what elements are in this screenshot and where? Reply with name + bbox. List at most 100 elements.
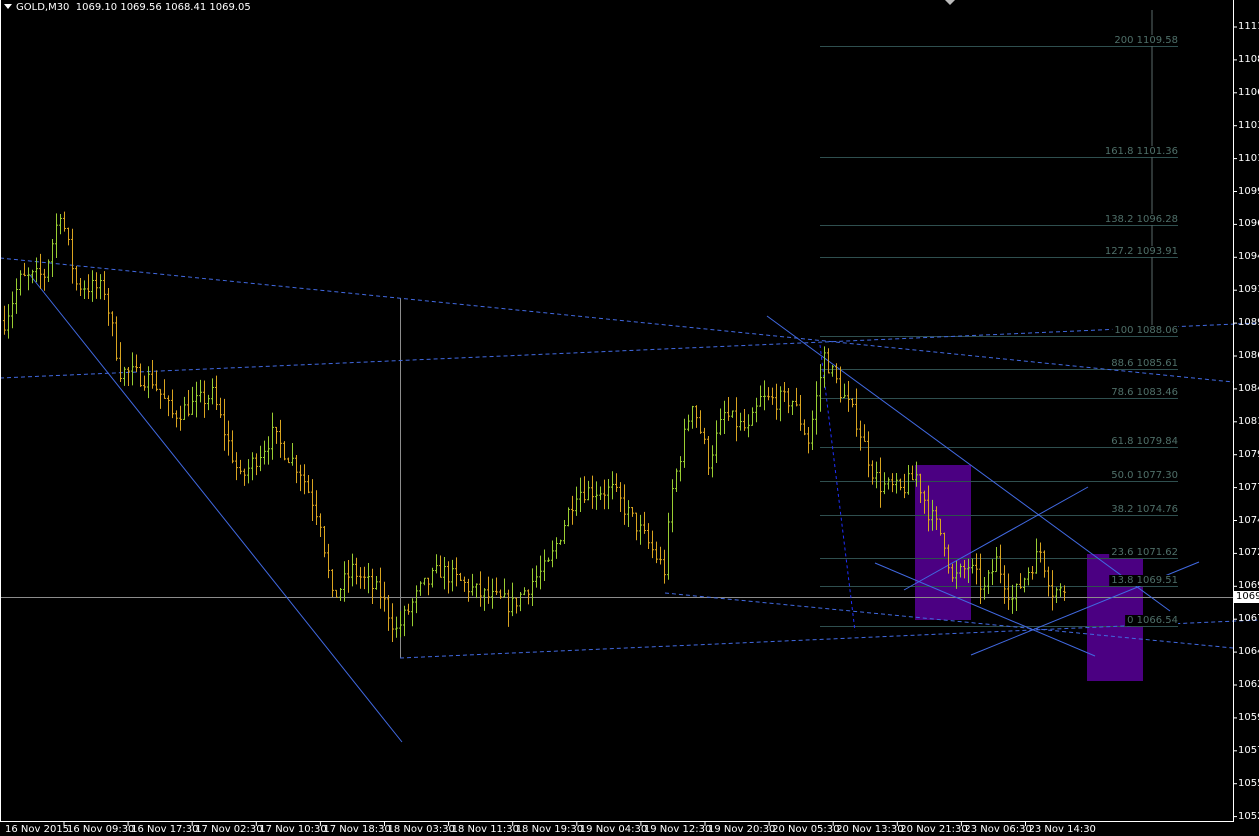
ohlc-bar	[859, 420, 862, 451]
ohlc-bar	[655, 541, 658, 564]
ohlc-bar	[391, 603, 394, 642]
x-tick-label: 20 Nov 21:30	[900, 824, 968, 835]
dropdown-triangle-icon[interactable]	[4, 4, 12, 9]
x-tick-label: 16 Nov 17:30	[131, 824, 199, 835]
ohlc-bar	[71, 228, 74, 284]
ohlc-bar	[559, 539, 562, 545]
ohlc-bar	[303, 464, 306, 495]
ohlc-bar	[907, 464, 910, 495]
ohlc-bar	[643, 511, 646, 534]
ohlc-bar	[691, 405, 694, 429]
x-tick-label: 18 Nov 11:30	[451, 824, 520, 835]
y-tick-label: 1052	[1238, 810, 1259, 822]
ohlc-bar	[27, 267, 30, 291]
trendline-dashed-rising[interactable]	[0, 322, 1259, 379]
ohlc-bar	[455, 557, 458, 587]
x-tick-label: 17 Nov 02:30	[195, 824, 263, 835]
ohlc-bar	[815, 381, 818, 435]
current-price-label: 1069	[1234, 591, 1259, 603]
ohlc-bar	[999, 544, 1002, 584]
ohlc-bar	[983, 577, 986, 600]
ohlc-bar	[1043, 550, 1046, 578]
ohlc-bar	[751, 407, 754, 426]
ohlc-bar	[239, 459, 242, 475]
ohlc-bar	[991, 559, 994, 586]
ohlc-bar	[931, 499, 934, 531]
ohlc-bar	[651, 530, 654, 559]
ohlc-bar	[963, 559, 966, 579]
ohlc-bar	[895, 473, 898, 494]
x-tick-label: 19 Nov 20:30	[708, 824, 776, 835]
ohlc-bar	[379, 567, 382, 609]
symbol-label: GOLD,M30	[16, 2, 70, 13]
ohlc-bar	[171, 389, 174, 419]
ohlc-bar	[955, 560, 958, 589]
ohlc-bar	[579, 477, 582, 512]
ohlc-bar	[627, 500, 630, 528]
ohlc-bar	[403, 605, 406, 637]
ohlc-bar	[495, 577, 498, 596]
trendline-channel-down[interactable]	[766, 315, 1171, 612]
ohlc-bar	[183, 396, 186, 420]
ohlc-bar	[503, 578, 506, 598]
ohlc-bar	[555, 537, 558, 559]
ohlc-bar	[443, 556, 446, 590]
ohlc-bar	[823, 346, 826, 388]
ohlc-bar	[143, 375, 146, 391]
ohlc-bar	[247, 459, 250, 484]
trendline-dashed-upper[interactable]	[0, 257, 1234, 383]
ohlc-bar	[819, 364, 822, 412]
ohlc-bar	[63, 211, 66, 232]
y-tick-label: 1096	[1238, 218, 1259, 230]
ohlc-bar	[95, 272, 98, 299]
ohlc-bar	[207, 394, 210, 411]
ohlc-bar	[787, 387, 790, 414]
y-tick-label: 1094	[1238, 251, 1259, 263]
ohlc-bar	[547, 557, 550, 563]
ohlc-bar	[903, 473, 906, 499]
trendline-dashed-bottom[interactable]	[399, 619, 1259, 659]
rectangle-zone-1[interactable]	[915, 465, 971, 620]
ohlc-bar	[11, 291, 14, 329]
ohlc-bar	[471, 573, 474, 596]
ohlc-bar	[7, 304, 10, 339]
fibo-level-label: 127.2 1093.91	[1102, 245, 1178, 257]
ohlc-bar	[803, 419, 806, 436]
ohlc-bar	[839, 366, 842, 403]
ohlc-bar	[851, 398, 854, 408]
ohlc-bar	[683, 418, 686, 468]
y-tick-label: 1077	[1238, 481, 1259, 493]
ohlc-bar	[39, 253, 42, 289]
trendline-dotted-steep[interactable]	[819, 344, 856, 632]
ohlc-bar	[335, 589, 338, 598]
y-tick-label: 1079	[1238, 448, 1259, 460]
ohlc-bar	[715, 420, 718, 463]
ohlc-bar	[375, 576, 378, 590]
ohlc-bar	[663, 549, 666, 584]
ohlc-bar	[271, 412, 274, 460]
ohlc-bar	[263, 440, 266, 465]
ohlc-bar	[1063, 585, 1066, 601]
ohlc-bar	[731, 410, 734, 418]
shift-marker-icon[interactable]	[945, 0, 955, 5]
fibo-level-label: 78.6 1083.46	[1109, 386, 1178, 398]
ohlc-bar	[647, 523, 650, 550]
ohlc-bar	[979, 553, 982, 605]
trendline-downtrend-left[interactable]	[29, 274, 403, 743]
ohlc-bar	[347, 560, 350, 593]
ohlc-bar	[695, 405, 698, 428]
ohlc-bar	[199, 379, 202, 403]
y-tick-label: 1101	[1238, 152, 1259, 164]
y-tick-label: 1086	[1238, 350, 1259, 361]
ohlc-bar	[231, 430, 234, 464]
ohlc-bar	[883, 472, 886, 495]
ohlc-bar	[727, 397, 730, 421]
ohlc-bar	[299, 464, 302, 492]
ohlc-bar	[523, 587, 526, 596]
ohlc-bar	[267, 436, 270, 465]
ohlc-bar	[711, 445, 714, 478]
trendline-falling-lower[interactable]	[874, 562, 1096, 657]
trendline-rising-upper[interactable]	[903, 486, 1089, 591]
y-tick-label: 1103	[1238, 119, 1259, 131]
